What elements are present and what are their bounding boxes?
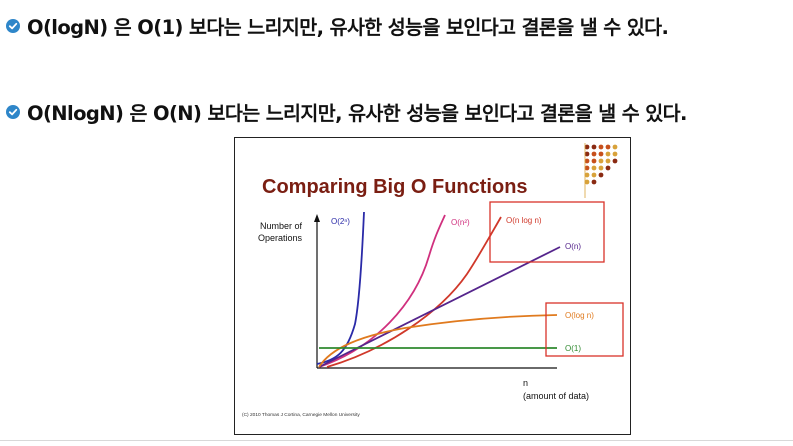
series-labels: O(2ⁿ) O(n²) O(n log n) O(n) O(log n) O(1) (331, 216, 594, 353)
highlight-box-logn-1 (545, 302, 624, 357)
x-axis-label-line1: n (523, 378, 528, 388)
decorative-dot (591, 144, 597, 150)
copyright-text: (C) 2010 Thomas J Cortina, Carnegie Mell… (242, 412, 360, 418)
curve-exponential (316, 211, 365, 365)
curve-logarithmic (318, 314, 558, 368)
decorative-dot (598, 151, 604, 157)
series-label-logarithmic: O(log n) (565, 311, 594, 320)
bullet-text-2: O(NlogN) 은 O(N) 보다는 느리지만, 유사한 성능을 보인다고 결… (27, 102, 687, 125)
big-o-chart: Comparing Big O Functions Number of Oper… (242, 143, 624, 418)
bullet-point-2: O(NlogN) 은 O(N) 보다는 느리지만, 유사한 성능을 보인다고 결… (6, 97, 687, 126)
decorative-dot (612, 144, 618, 150)
x-axis-label-line2: (amount of data) (523, 391, 589, 401)
decorative-dot (584, 172, 590, 178)
curve-linear (318, 246, 561, 368)
decorative-dot (605, 144, 611, 150)
y-axis-label-line2: Operations (258, 233, 303, 243)
bullet-text-1: O(logN) 은 O(1) 보다는 느리지만, 유사한 성능을 보인다고 결론… (27, 16, 669, 39)
complexity-curves (316, 211, 561, 368)
decorative-dot (605, 165, 611, 171)
decorative-dot (598, 165, 604, 171)
slide-title: Comparing Big O Functions (262, 176, 528, 198)
decorative-dot (591, 172, 597, 178)
decorative-dot (591, 165, 597, 171)
decorative-dot (584, 151, 590, 157)
decorative-dot (591, 179, 597, 185)
curve-n-log-n (326, 216, 502, 368)
series-label-constant: O(1) (565, 344, 581, 353)
decorative-dot (598, 158, 604, 164)
y-axis-arrow (314, 214, 320, 222)
highlight-box-nlogn-n (489, 201, 605, 263)
series-label-quadratic: O(n²) (451, 218, 470, 227)
big-o-comparison-slide: Comparing Big O Functions Number of Oper… (234, 137, 631, 435)
decorative-dot (584, 179, 590, 185)
decorative-dot (612, 158, 618, 164)
decorative-dot (598, 144, 604, 150)
decorative-dots (584, 143, 618, 198)
check-circle-icon (6, 18, 20, 33)
decorative-dot (584, 158, 590, 164)
decorative-dot (605, 151, 611, 157)
decorative-dot (584, 144, 590, 150)
decorative-dot (612, 151, 618, 157)
series-label-exponential: O(2ⁿ) (331, 217, 350, 226)
decorative-dot (591, 151, 597, 157)
y-axis-label-line1: Number of (260, 221, 303, 231)
bottom-divider (0, 440, 793, 441)
series-label-n-log-n: O(n log n) (506, 216, 542, 225)
bullet-point-1: O(logN) 은 O(1) 보다는 느리지만, 유사한 성능을 보인다고 결론… (6, 11, 669, 40)
decorative-dot (591, 158, 597, 164)
decorative-dot (605, 158, 611, 164)
series-label-linear: O(n) (565, 242, 581, 251)
decorative-dot (598, 172, 604, 178)
check-circle-icon (6, 104, 20, 119)
decorative-dot (584, 165, 590, 171)
